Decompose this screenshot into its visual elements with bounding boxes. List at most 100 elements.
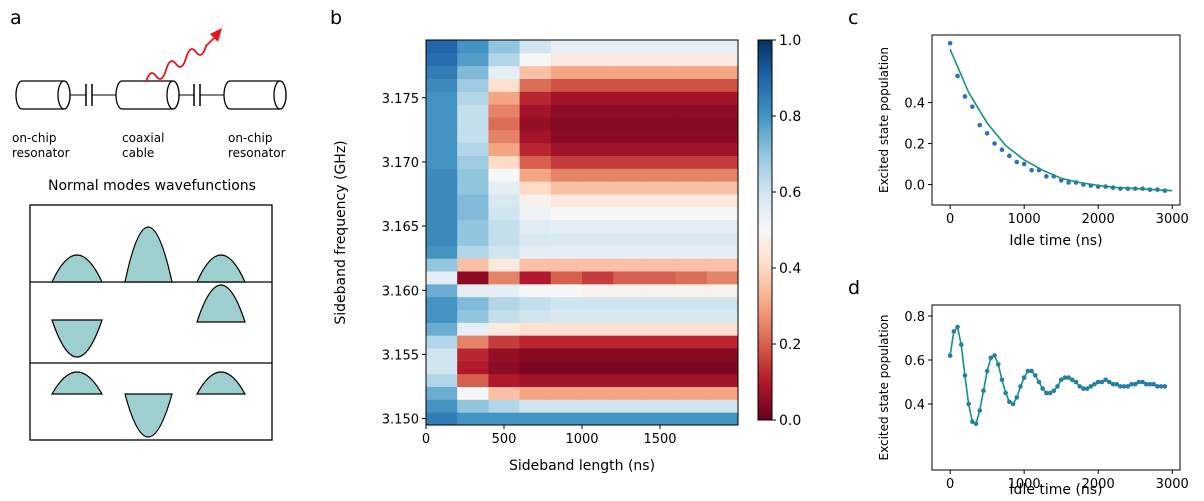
heatmap-cell — [582, 206, 614, 221]
heatmap-cell — [675, 245, 708, 259]
heatmap-cell — [675, 91, 708, 105]
heatmap-cell — [457, 373, 489, 387]
mode-lobe — [196, 284, 246, 323]
heatmap-cell — [488, 129, 521, 144]
heatmap-cell — [457, 232, 489, 246]
x-tick-label: 1500 — [643, 432, 676, 447]
heatmap-cell — [675, 104, 708, 118]
y-axis-label: Excited state population — [877, 315, 891, 461]
heatmap-cell — [426, 219, 458, 233]
heatmap-cell — [582, 117, 614, 131]
heatmap-cell — [675, 65, 708, 79]
heatmap-cell — [550, 65, 583, 79]
heatmap-cell — [426, 271, 458, 285]
heatmap-cell — [675, 296, 708, 310]
heatmap-cell — [706, 219, 738, 233]
heatmap-cell — [457, 283, 489, 298]
heatmap-cell — [550, 412, 583, 425]
heatmap-cell — [488, 168, 521, 182]
heatmap-cell — [519, 40, 552, 54]
heatmap-cell — [550, 104, 583, 118]
y-tick-label: 0.0 — [904, 179, 925, 194]
heatmap-cell — [519, 65, 552, 79]
heatmap-cell — [582, 309, 614, 323]
heatmap-cell — [426, 91, 458, 105]
heatmap-cell — [582, 155, 614, 169]
heatmap-cell — [550, 386, 583, 400]
y-axis-label: Sideband frequency (GHz) — [333, 140, 349, 324]
heatmap-cell — [488, 194, 521, 208]
heatmap-cell — [706, 232, 738, 246]
heatmap-cell — [457, 168, 489, 182]
heatmap-cell — [644, 91, 677, 105]
heatmap-cell — [519, 360, 552, 375]
mode-lobe — [51, 254, 103, 283]
heatmap-cell — [582, 399, 614, 413]
heatmap-cell — [582, 129, 614, 144]
heatmap-cell — [519, 219, 552, 233]
heatmap-cell — [519, 245, 552, 259]
cylinder-end — [166, 80, 180, 110]
heatmap-cell — [582, 296, 614, 310]
heatmap-cell — [457, 104, 489, 118]
heatmap-cell — [519, 206, 552, 221]
heatmap-cell — [457, 348, 489, 362]
heatmap-cell — [582, 40, 614, 54]
heatmap-cell — [519, 373, 552, 387]
heatmap-cell — [488, 104, 521, 118]
heatmap-cell — [675, 386, 708, 400]
y-tick-label: 3.175 — [382, 92, 419, 107]
heatmap-cell — [550, 309, 583, 323]
heatmap-cell — [675, 194, 708, 208]
heatmap-cell — [582, 194, 614, 208]
heatmap-cell — [488, 373, 521, 387]
panel-label: c — [848, 7, 858, 29]
heatmap-cell — [706, 271, 738, 285]
heatmap-cell — [644, 168, 677, 182]
heatmap-cell — [519, 322, 552, 336]
heatmap-cell — [613, 412, 645, 425]
heatmap-cell — [519, 335, 552, 349]
heatmap-cell — [706, 65, 738, 79]
heatmap-cell — [613, 142, 645, 156]
photon-wave — [145, 37, 215, 83]
heatmap-cell — [550, 232, 583, 246]
heatmap-cell — [582, 271, 614, 285]
heatmap-cell — [488, 40, 521, 54]
heatmap-cell — [644, 65, 677, 79]
heatmap-cell — [550, 322, 583, 336]
heatmap-cell — [426, 129, 458, 144]
heatmap-cell — [706, 40, 738, 54]
heatmap-cell — [550, 258, 583, 272]
heatmap-cell — [488, 399, 521, 413]
heatmap-cell — [706, 412, 738, 425]
heatmap-cell — [613, 360, 645, 375]
y-tick-label: 0.2 — [904, 138, 925, 153]
heatmap-cell — [488, 206, 521, 221]
heatmap-cell — [706, 78, 738, 92]
heatmap-cell — [582, 258, 614, 272]
heatmap-cell — [488, 245, 521, 259]
panel-label: b — [330, 7, 342, 29]
heatmap-cell — [675, 360, 708, 375]
heatmap-cell — [550, 219, 583, 233]
heatmap-cell — [550, 40, 583, 54]
heatmap-cell — [457, 399, 489, 413]
diagram-subtitle: Normal modes wavefunctions — [48, 178, 256, 194]
heatmap-cell — [613, 219, 645, 233]
heatmap-cell — [457, 78, 489, 92]
colorbar — [757, 39, 773, 421]
heatmap-cell — [613, 322, 645, 336]
heatmap-cell — [457, 309, 489, 323]
data-point — [955, 73, 960, 79]
heatmap-cell — [613, 271, 645, 285]
heatmap-cell — [488, 322, 521, 336]
heatmap-cell — [488, 232, 521, 246]
heatmap-cell — [457, 335, 489, 349]
heatmap-cell — [675, 309, 708, 323]
heatmap-cell — [426, 52, 458, 67]
heatmap-cell — [675, 129, 708, 144]
heatmap-cell — [550, 52, 583, 67]
heatmap-cell — [613, 91, 645, 105]
